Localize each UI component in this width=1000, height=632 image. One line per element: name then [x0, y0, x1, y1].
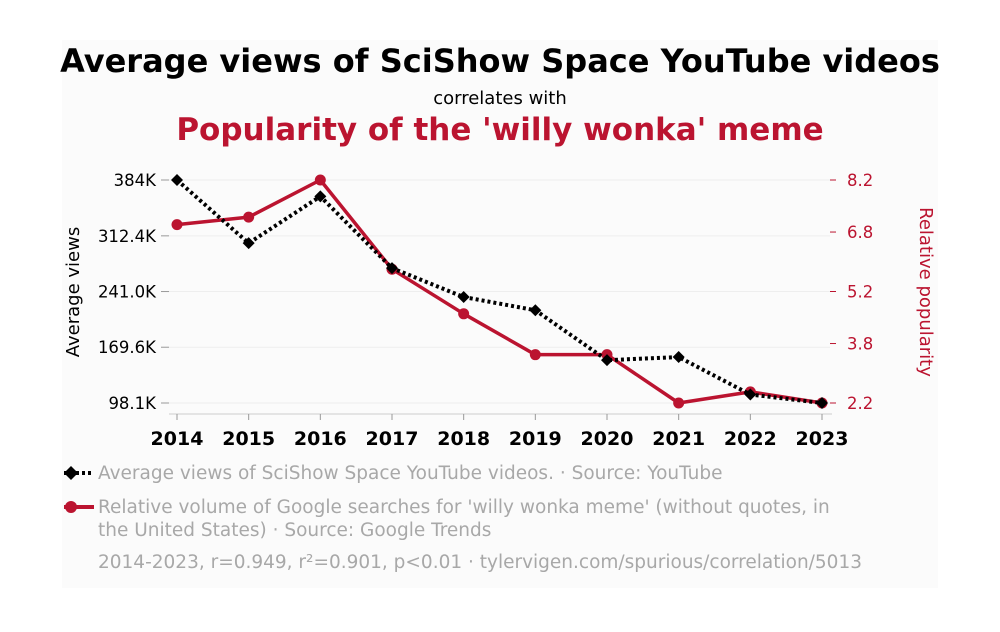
legend-label-searches: Relative volume of Google searches for '…: [98, 497, 830, 541]
data-point-views: [171, 174, 183, 186]
y-left-axis-label: Average views: [63, 227, 84, 357]
data-point-views: [529, 304, 542, 317]
data-point-searches: [243, 211, 255, 223]
data-point-searches: [314, 174, 326, 186]
data-point-views: [744, 388, 757, 401]
data-point-views: [457, 290, 470, 303]
data-point-searches: [673, 397, 685, 409]
x-tick-label: 2022: [724, 428, 777, 450]
chart-footer: 2014-2023, r=0.949, r²=0.901, p<0.01 · t…: [98, 552, 862, 573]
y-right-tick-label: 2.2: [847, 394, 873, 413]
legend-swatch-solid-circle: [64, 501, 94, 513]
y-left-tick-label: 98.1K: [108, 394, 157, 413]
x-tick-label: 2015: [222, 428, 275, 450]
data-point-views: [672, 351, 685, 364]
y-right-tick-label: 3.8: [847, 335, 873, 354]
series-line-searches: [176, 178, 823, 405]
chart-connector-text: correlates with: [433, 88, 567, 109]
y-left-tick-label: 384K: [114, 171, 157, 190]
x-tick-label: 2017: [366, 428, 419, 450]
series-line-views: [175, 178, 823, 405]
x-tick-label: 2014: [151, 428, 204, 450]
x-tick-label: 2021: [652, 428, 705, 450]
data-point-searches: [529, 349, 541, 361]
data-point-searches: [458, 308, 470, 320]
x-tick-label: 2016: [294, 428, 347, 450]
x-tick-label: 2018: [437, 428, 490, 450]
chart-title: Average views of SciShow Space YouTube v…: [60, 42, 940, 80]
legend-swatch-dotted-diamond: [64, 466, 94, 480]
data-point-views: [601, 354, 613, 367]
y-left-tick-label: 169.6K: [98, 338, 157, 357]
y-right-axis-label: Relative popularity: [915, 207, 936, 377]
legend-label-views: Average views of SciShow Space YouTube v…: [98, 463, 723, 484]
legend-item-views: Average views of SciShow Space YouTube v…: [62, 462, 962, 486]
y-left-tick-label: 312.4K: [98, 227, 157, 246]
legend-item-searches: Relative volume of Google searches for '…: [62, 496, 962, 544]
x-tick-label: 2020: [581, 428, 634, 450]
y-left-tick-label: 241.0K: [98, 283, 157, 302]
chart-title-second: Popularity of the 'willy wonka' meme: [176, 112, 824, 148]
data-point-views: [314, 190, 327, 203]
data-point-views: [386, 262, 398, 275]
data-point-views: [242, 237, 255, 250]
chart-panel: [62, 40, 938, 588]
y-right-tick-label: 8.2: [847, 171, 873, 190]
x-tick-label: 2023: [796, 428, 849, 450]
y-right-tick-label: 5.2: [847, 283, 873, 302]
data-point-views: [816, 397, 828, 409]
data-point-searches: [171, 219, 183, 231]
y-right-tick-label: 6.8: [847, 223, 873, 242]
x-tick-label: 2019: [509, 428, 562, 450]
